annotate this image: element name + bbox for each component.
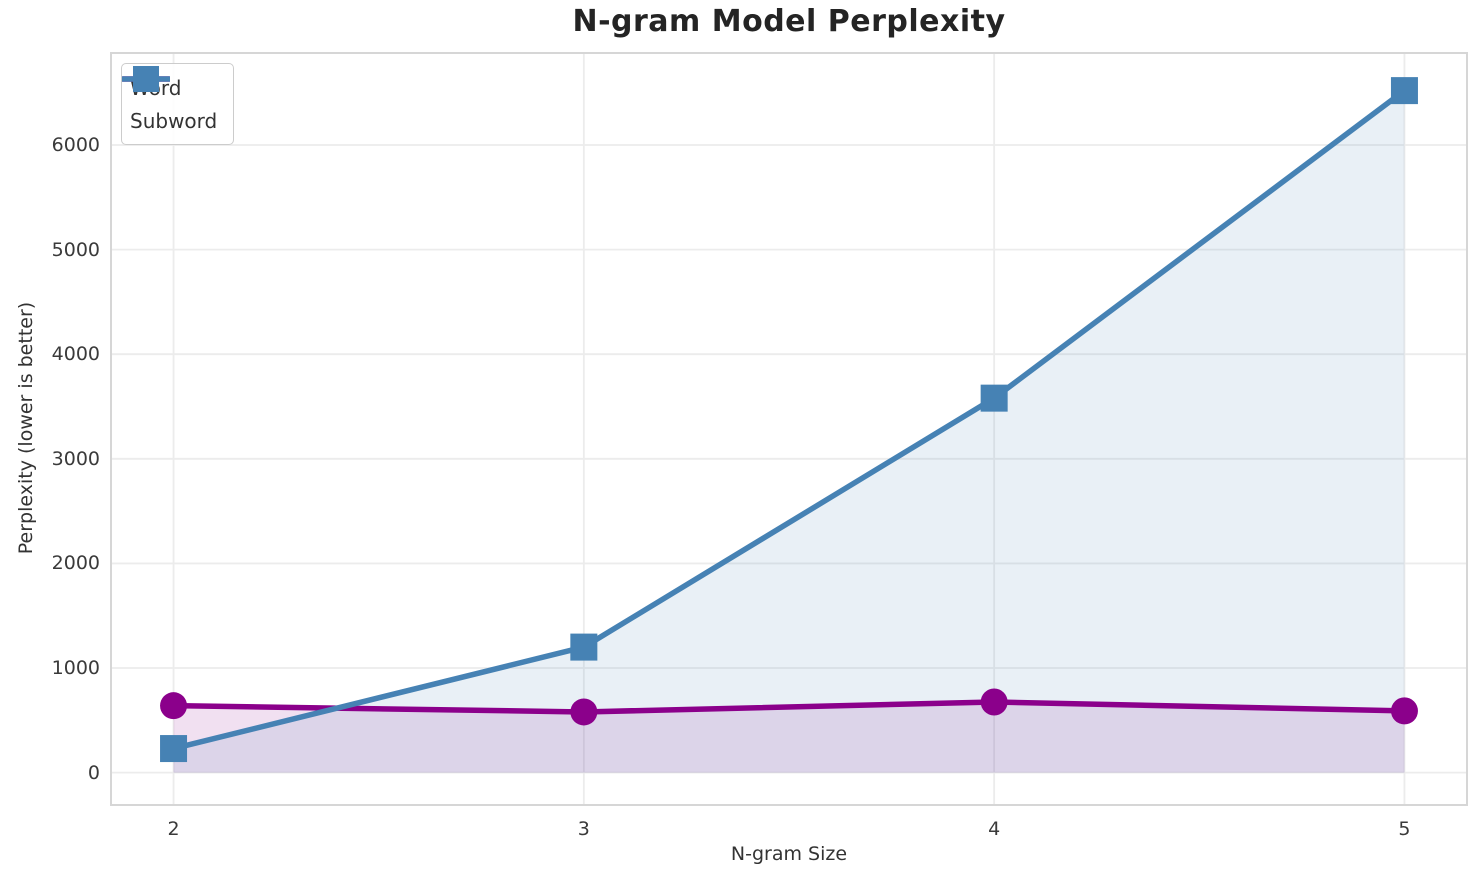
plot-area: WordSubword: [110, 52, 1468, 806]
y-tick-label: 4000: [51, 343, 100, 366]
chart-canvas: [112, 54, 1466, 804]
y-tick-label: 0: [87, 761, 100, 784]
y-tick-label: 2000: [51, 552, 100, 575]
x-tick-label: 2: [167, 818, 180, 840]
y-tick-label: 3000: [51, 447, 100, 470]
legend-label: Subword: [130, 108, 218, 133]
x-tick-label: 4: [988, 818, 1001, 840]
y-tick-label: 5000: [51, 238, 100, 261]
x-axis-label: N-gram Size: [730, 843, 848, 865]
y-tick-label: 1000: [51, 657, 100, 680]
chart-title: N-gram Model Perplexity: [572, 4, 1006, 39]
square-marker-icon: [122, 66, 170, 92]
x-tick-label: 3: [577, 818, 590, 840]
y-tick-label: 6000: [51, 134, 100, 156]
legend-item: Subword: [122, 66, 218, 137]
x-tick-label: 5: [1398, 818, 1411, 840]
legend: WordSubword: [121, 63, 235, 145]
